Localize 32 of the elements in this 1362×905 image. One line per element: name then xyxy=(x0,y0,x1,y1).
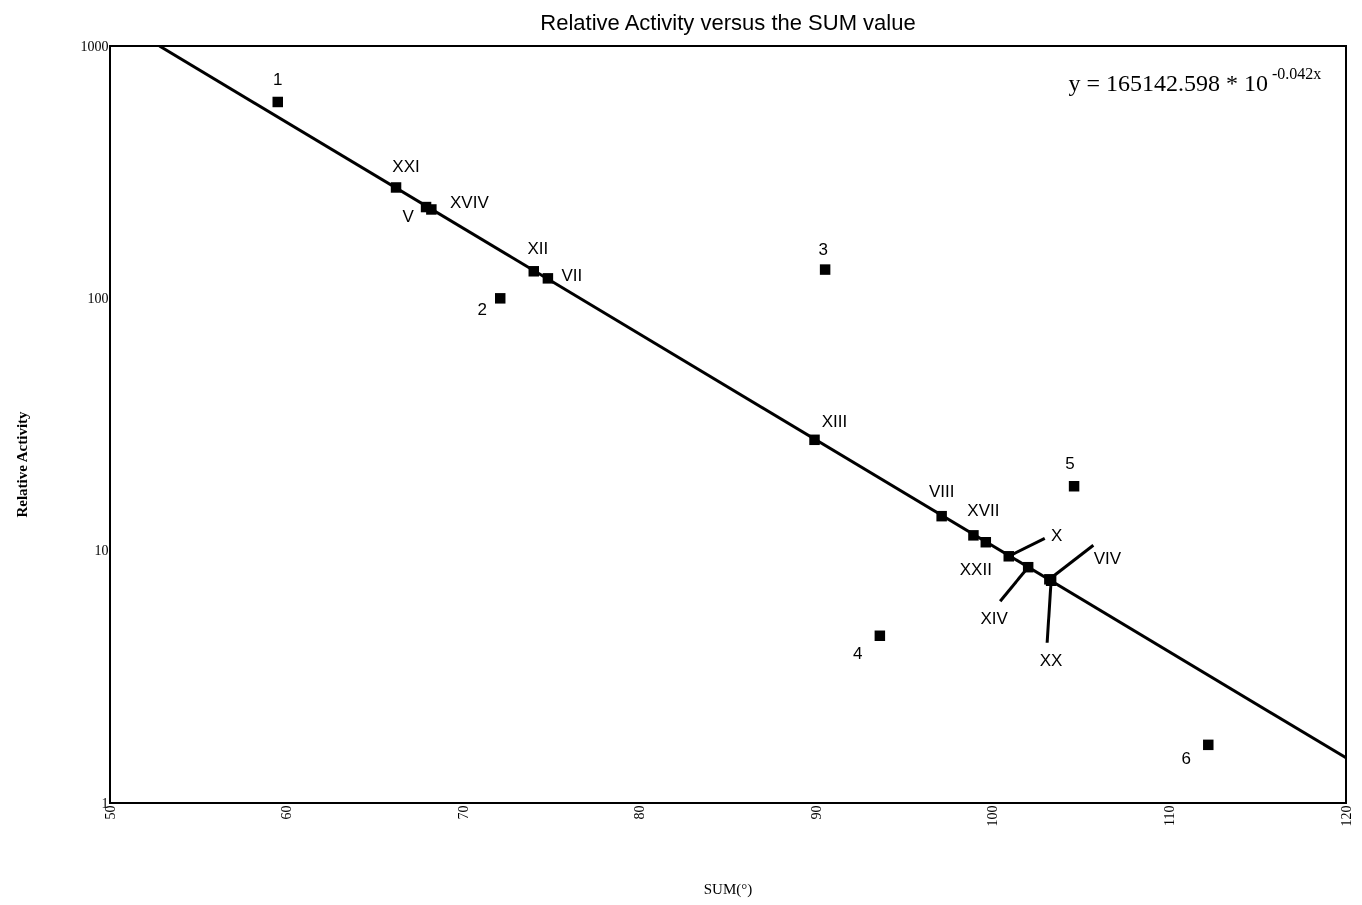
annotation: VIV xyxy=(1093,549,1122,569)
annotation: 3 xyxy=(818,239,828,259)
annotation: XVII xyxy=(967,501,1000,521)
x-tick-label: 120 xyxy=(1338,805,1354,827)
y-tick-label: 1000 xyxy=(80,38,109,54)
x-tick-label: 70 xyxy=(455,805,471,820)
annotation: V xyxy=(402,207,415,227)
annotation: 6 xyxy=(1181,748,1192,768)
x-axis-title: SUM(°) xyxy=(703,881,753,898)
annotation: XII xyxy=(527,239,549,259)
y-tick-label: 10 xyxy=(94,543,109,559)
x-tick-label: 80 xyxy=(632,805,648,820)
annotation: XIII xyxy=(821,411,848,431)
annotation: 5 xyxy=(1065,454,1075,474)
annotation: VIII xyxy=(928,482,955,502)
annotation: XX xyxy=(1039,650,1063,670)
annotation: XVIV xyxy=(449,193,490,213)
annotation: XIV xyxy=(980,609,1009,629)
annotation: 1 xyxy=(273,69,283,89)
annotation: XXII xyxy=(959,560,992,580)
y-axis-title: Relative Activity xyxy=(14,410,30,518)
x-tick-label: 90 xyxy=(808,805,824,820)
y-tick-label: 100 xyxy=(87,290,109,306)
chart-title: Relative Activity versus the SUM value xyxy=(540,10,916,35)
annotation: 4 xyxy=(853,643,863,663)
x-tick-label: 110 xyxy=(1161,805,1177,826)
x-tick-label: 100 xyxy=(985,805,1001,827)
annotation: VII xyxy=(561,266,583,286)
x-tick-label: 60 xyxy=(279,805,295,820)
annotation: X xyxy=(1051,526,1063,546)
annotation: 2 xyxy=(477,300,487,320)
annotation: XXI xyxy=(392,157,420,177)
